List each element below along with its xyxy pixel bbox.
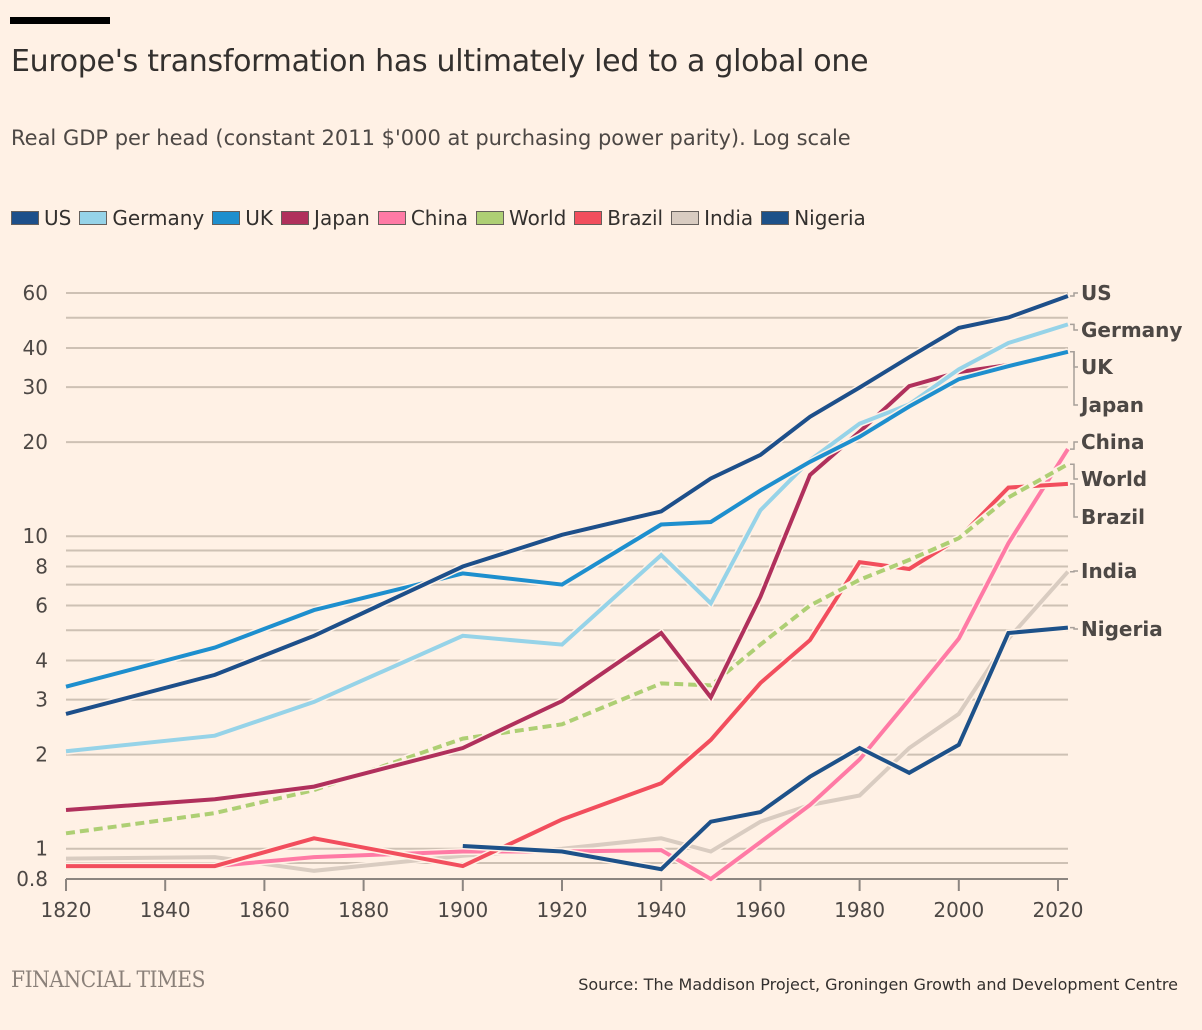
legend-item-world: World [475, 206, 567, 230]
legend-item-nigeria: Nigeria [761, 206, 866, 230]
y-tick-label: 1 [35, 837, 48, 861]
chart-subtitle: Real GDP per head (constant 2011 $'000 a… [11, 126, 851, 150]
series-halo-us [65, 292, 1070, 718]
x-tick-label: 1920 [537, 898, 588, 922]
label-connector [1070, 570, 1078, 573]
x-tick-label: 1880 [338, 898, 389, 922]
y-tick-label: 2 [35, 743, 48, 767]
legend-label: India [704, 206, 754, 230]
chart-title: Europe's transformation has ultimately l… [11, 44, 869, 79]
legend-label: Nigeria [794, 206, 866, 230]
series-halo-nigeria [462, 624, 1069, 873]
line-chart: 0.8 1 2 3 4 6 8 10 20 30 40 60 1820 1840 1860 1880 1900 1… [16, 281, 1182, 922]
y-tick-label: 8 [35, 554, 48, 578]
y-tick-label: 20 [23, 430, 48, 454]
x-tick-label: 1980 [834, 898, 885, 922]
end-label-brazil: Brazil [1081, 505, 1145, 529]
x-tick-label: 1900 [437, 898, 488, 922]
legend-item-us: US [11, 206, 71, 230]
legend-swatch [281, 211, 310, 225]
end-label-uk: UK [1081, 355, 1114, 379]
y-tick-label: 0.8 [16, 867, 48, 891]
end-label-world: World [1081, 467, 1147, 491]
y-tick-label: 6 [35, 594, 48, 618]
legend-swatch [475, 211, 504, 225]
series-line-us [65, 294, 1069, 716]
legend-item-germany: Germany [79, 206, 204, 230]
label-connector [1070, 441, 1078, 450]
x-tick-label: 2000 [933, 898, 984, 922]
legend-item-brazil: Brazil [574, 206, 663, 230]
legend-swatch [79, 211, 108, 225]
series-line-china [66, 448, 1070, 882]
label-connector [1070, 292, 1078, 297]
ft-logo: FINANCIAL TIMES [11, 968, 206, 993]
legend-label: Japan [314, 206, 370, 230]
legend-item-china: China [377, 206, 468, 230]
x-tick-label: 2020 [1033, 898, 1084, 922]
end-label-nigeria: Nigeria [1081, 617, 1163, 641]
y-tick-label: 10 [23, 524, 48, 548]
end-label-japan: Japan [1079, 393, 1144, 417]
x-tick-label: 1820 [41, 898, 92, 922]
legend-label: Germany [112, 206, 205, 230]
brand-bar [10, 17, 110, 24]
legend-item-india: India [671, 206, 753, 230]
end-label-india: India [1081, 559, 1137, 583]
legend-label: UK [245, 206, 274, 230]
y-tick-label: 30 [23, 375, 48, 399]
legend: US Germany UK Japan China World Brazil India Nig… [11, 206, 874, 230]
label-connector [1070, 323, 1078, 331]
series-line-uk [65, 349, 1069, 689]
end-label-us: US [1081, 281, 1112, 305]
y-tick-label: 40 [23, 336, 48, 360]
series-line-nigeria [462, 625, 1069, 872]
x-tick-label: 1940 [636, 898, 687, 922]
series-line-india [65, 570, 1070, 873]
legend-label: China [410, 206, 468, 230]
y-tick-label: 4 [35, 649, 48, 673]
legend-label: Brazil [607, 206, 664, 230]
legend-swatch [761, 211, 790, 225]
series-line-germany [65, 322, 1069, 754]
end-label-germany: Germany [1081, 318, 1182, 342]
x-tick-label: 1860 [239, 898, 290, 922]
legend-item-uk: UK [212, 206, 273, 230]
y-tick-label: 60 [23, 281, 48, 305]
y-tick-label: 3 [35, 688, 48, 712]
legend-label: World [508, 206, 567, 230]
label-connector [1070, 463, 1078, 480]
x-tick-label: 1960 [735, 898, 786, 922]
legend-swatch [11, 211, 39, 225]
legend-swatch [671, 211, 700, 225]
legend-label: US [44, 206, 72, 230]
legend-swatch [377, 211, 406, 225]
end-label-china: China [1081, 430, 1145, 454]
label-connector [1070, 351, 1078, 406]
x-tick-label: 1840 [140, 898, 191, 922]
label-connector [1070, 626, 1078, 630]
source-note: Source: The Maddison Project, Groningen … [578, 975, 1178, 994]
label-connector [1070, 483, 1078, 518]
legend-swatch [212, 211, 241, 225]
legend-item-japan: Japan [281, 206, 370, 230]
legend-swatch [574, 211, 603, 225]
